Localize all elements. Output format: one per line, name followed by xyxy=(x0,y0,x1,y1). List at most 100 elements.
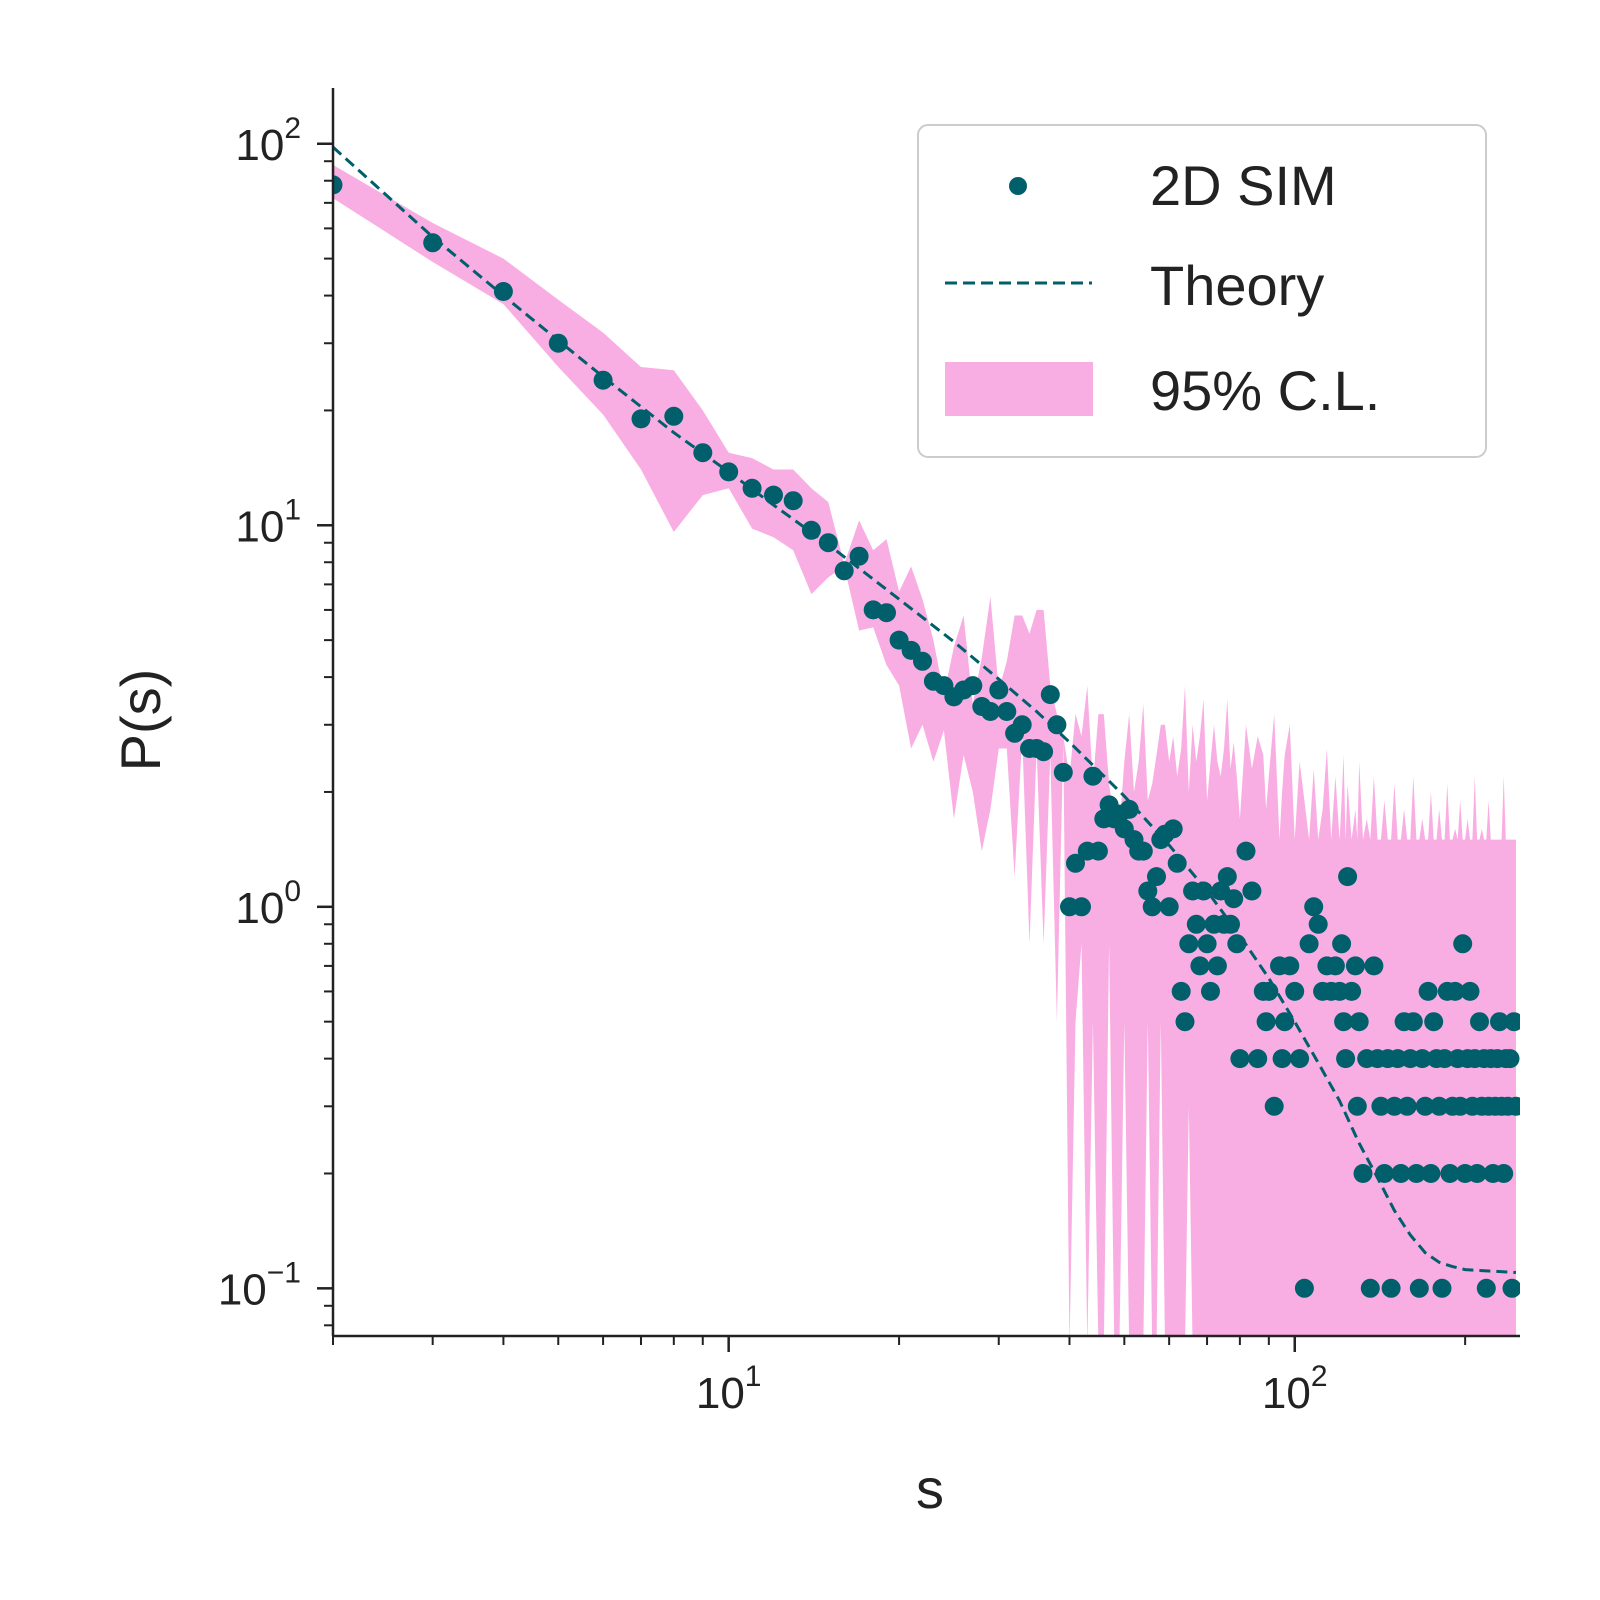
sim-point xyxy=(1285,981,1305,1001)
sim-point xyxy=(1345,956,1365,976)
sim-point xyxy=(1445,981,1465,1001)
confidence-band-layer xyxy=(333,164,1516,1336)
sim-point xyxy=(1217,867,1237,887)
sim-point xyxy=(1349,1012,1369,1032)
legend-label-sim: 2D SIM xyxy=(1150,154,1337,217)
sim-point xyxy=(1088,841,1108,861)
x-tick-label-base: 10 xyxy=(696,1369,745,1418)
y-tick-label: 101 xyxy=(235,493,301,551)
sim-point xyxy=(1374,1164,1394,1183)
sim-point xyxy=(1299,934,1319,954)
sim-point xyxy=(877,603,896,623)
sim-point xyxy=(818,533,838,553)
sim-point xyxy=(1194,881,1213,901)
sim-point xyxy=(1397,1096,1417,1116)
sim-point xyxy=(1227,934,1247,954)
sim-point xyxy=(1275,1012,1295,1032)
sim-point xyxy=(1159,897,1179,917)
sim-point xyxy=(1034,742,1054,762)
sim-point xyxy=(1066,853,1085,873)
sim-point xyxy=(1197,934,1217,954)
sim-point xyxy=(742,478,762,498)
y-tick-label-base: 10 xyxy=(235,121,284,170)
sim-point xyxy=(493,282,513,301)
sim-point xyxy=(1259,981,1279,1001)
legend-marker-band xyxy=(945,362,1093,416)
sim-point xyxy=(834,561,854,581)
sim-point xyxy=(913,651,932,671)
sim-point xyxy=(333,175,343,195)
sim-point xyxy=(783,491,803,511)
sim-point xyxy=(1221,914,1240,934)
sim-point xyxy=(1460,981,1480,1001)
y-tick-label-base: 10 xyxy=(235,502,284,551)
theory-line xyxy=(333,145,1517,1274)
sim-point xyxy=(1147,867,1166,887)
sim-point xyxy=(1179,934,1199,954)
sim-point xyxy=(997,702,1017,721)
sim-point xyxy=(1207,956,1227,976)
sim-point xyxy=(1190,956,1210,976)
sim-point xyxy=(1476,1278,1496,1298)
y-tick-label-exponent: −1 xyxy=(267,1256,301,1289)
sim-point xyxy=(1304,897,1324,917)
x-tick-label-base: 10 xyxy=(1262,1369,1311,1418)
sim-point xyxy=(1504,1012,1520,1032)
sim-point xyxy=(1371,1096,1391,1116)
y-tick-label-exponent: 0 xyxy=(284,875,301,908)
sim-point xyxy=(1494,1164,1514,1183)
y-tick-label-base: 10 xyxy=(218,1265,267,1314)
sim-point xyxy=(548,333,568,353)
sim-point xyxy=(1421,1164,1441,1183)
sim-point xyxy=(1409,1278,1429,1298)
sim-point xyxy=(1186,914,1206,934)
sim-point xyxy=(1364,956,1384,976)
sim-point xyxy=(1012,715,1032,735)
theory-line-layer xyxy=(333,145,1517,1274)
x-axis-title: s xyxy=(916,1457,944,1520)
sim-point xyxy=(1412,1049,1432,1069)
sim-point xyxy=(1353,1164,1373,1183)
sim-point xyxy=(1083,766,1103,786)
sim-point xyxy=(1201,981,1220,1001)
sim-point xyxy=(1467,1164,1487,1183)
sim-point xyxy=(980,702,1000,721)
x-tick-label-exponent: 2 xyxy=(1311,1360,1328,1393)
sim-point xyxy=(1248,1049,1268,1069)
sim-point xyxy=(1470,1012,1489,1032)
sim-point xyxy=(1342,981,1362,1001)
sim-point xyxy=(1242,881,1262,901)
sim-point xyxy=(1334,1012,1354,1032)
sim-point xyxy=(1308,914,1328,934)
tick-marks xyxy=(317,142,1467,1352)
sim-point xyxy=(1418,981,1438,1001)
sim-point xyxy=(631,409,651,429)
sim-points-layer xyxy=(333,175,1520,1298)
x-tick-label: 101 xyxy=(696,1360,762,1418)
x-tick-label-exponent: 1 xyxy=(745,1360,762,1393)
sim-point xyxy=(1440,1164,1460,1183)
y-tick-label-exponent: 1 xyxy=(284,493,301,526)
y-tick-label: 102 xyxy=(235,112,301,170)
sim-point xyxy=(989,680,1009,700)
sim-point xyxy=(1256,1012,1276,1032)
sim-point xyxy=(1429,1096,1449,1116)
sim-point xyxy=(1332,934,1352,954)
sim-point xyxy=(1432,1278,1452,1298)
sim-point xyxy=(1264,1096,1284,1116)
y-tick-label: 10−1 xyxy=(218,1256,301,1314)
sim-point xyxy=(1294,1278,1314,1298)
sim-point xyxy=(1453,934,1473,954)
sim-point xyxy=(1119,799,1139,819)
sim-point xyxy=(1347,1096,1367,1116)
sim-point xyxy=(1500,1049,1520,1069)
sim-point xyxy=(1325,956,1345,976)
x-tick-label: 102 xyxy=(1262,1360,1328,1418)
sim-point xyxy=(1406,1164,1426,1183)
sim-point xyxy=(1040,685,1060,705)
sim-point xyxy=(1490,1012,1509,1032)
sim-point xyxy=(1133,841,1153,861)
sim-point xyxy=(1224,889,1244,909)
